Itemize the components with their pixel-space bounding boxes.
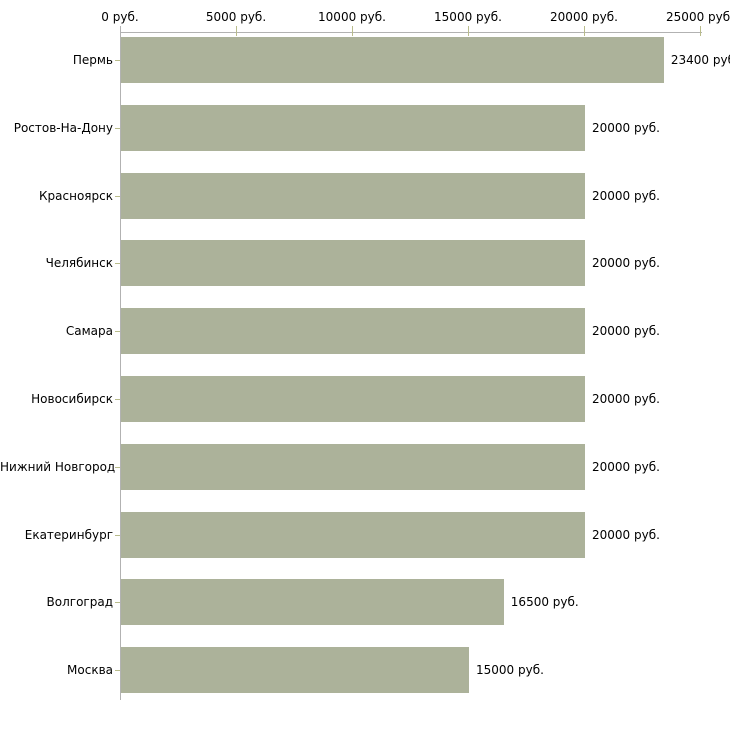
- x-axis-tick-label: 20000 руб.: [550, 10, 618, 24]
- y-axis-tick: [115, 670, 120, 671]
- category-label: Новосибирск: [31, 392, 113, 406]
- y-axis-tick: [115, 196, 120, 197]
- x-axis-line: [120, 32, 702, 33]
- category-label: Пермь: [72, 53, 113, 67]
- bar: [121, 240, 585, 287]
- category-label: Екатеринбург: [24, 528, 113, 542]
- category-label: Волгоград: [46, 595, 113, 609]
- bar: [121, 172, 585, 219]
- bar: [121, 579, 504, 626]
- value-label: 20000 руб.: [592, 324, 660, 338]
- x-axis-tick-label: 10000 руб.: [318, 10, 386, 24]
- x-axis-tick: [468, 26, 469, 36]
- category-label: Челябинск: [45, 256, 113, 270]
- x-axis-tick: [236, 26, 237, 36]
- x-axis-tick-label: 5000 руб.: [205, 10, 267, 24]
- x-axis-tick-label: 15000 руб.: [434, 10, 502, 24]
- category-label: Нижний Новгород: [0, 460, 116, 474]
- x-axis-tick: [584, 26, 585, 36]
- value-label: 20000 руб.: [592, 528, 660, 542]
- x-axis-tick: [352, 26, 353, 36]
- bar: [121, 647, 469, 694]
- category-label: Красноярск: [39, 189, 113, 203]
- value-label: 15000 руб.: [476, 663, 544, 677]
- category-label: Ростов-На-Дону: [13, 121, 113, 135]
- bar: [121, 376, 585, 422]
- value-label: 16500 руб.: [510, 595, 579, 609]
- y-axis-tick: [115, 331, 120, 332]
- x-axis-tick-label: 25000 руб.: [666, 10, 730, 24]
- category-label: Москва: [67, 663, 113, 677]
- category-label: Самара: [65, 324, 113, 338]
- bar: [121, 511, 585, 558]
- y-axis-tick: [115, 467, 120, 468]
- value-label: 20000 руб.: [592, 189, 660, 203]
- x-axis-tick-label: 0 руб.: [101, 10, 139, 24]
- value-label: 20000 руб.: [592, 460, 660, 474]
- y-axis-tick: [115, 263, 120, 264]
- value-label: 20000 руб.: [592, 121, 660, 135]
- value-label: 23400 руб.: [670, 53, 730, 67]
- bar: [121, 308, 585, 355]
- y-axis-tick: [115, 399, 120, 400]
- value-label: 20000 руб.: [592, 392, 660, 406]
- y-axis-tick: [115, 602, 120, 603]
- y-axis-tick: [115, 128, 120, 129]
- y-axis-tick: [115, 535, 120, 536]
- bar: [121, 37, 664, 83]
- value-label: 20000 руб.: [592, 256, 660, 270]
- x-axis-tick: [700, 26, 701, 36]
- bar: [121, 104, 585, 151]
- y-axis-tick: [115, 60, 120, 61]
- bar: [121, 443, 585, 490]
- y-axis-line: [120, 26, 121, 700]
